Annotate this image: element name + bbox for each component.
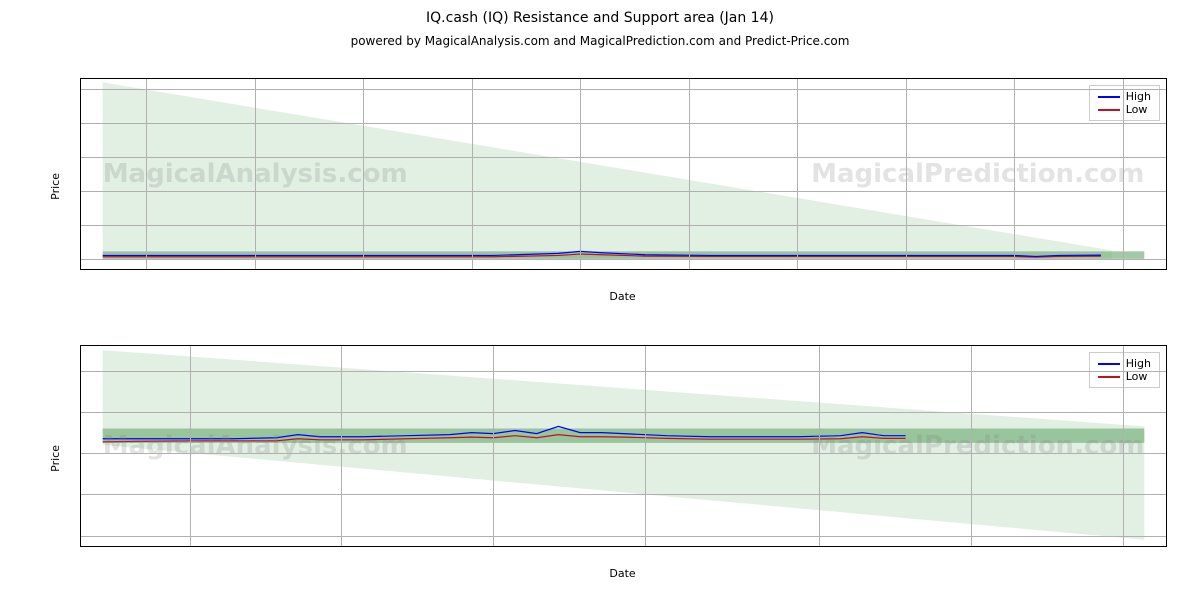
gridline-v [190, 346, 191, 546]
ytick-label: −0.02 [80, 489, 81, 500]
gridline-v [689, 79, 690, 269]
gridline-h [81, 123, 1166, 124]
ytick-label: 0.2 [80, 185, 81, 196]
ytick-label: 0.1 [80, 219, 81, 230]
xtick-label: 2023-07 [125, 269, 167, 270]
gridline-h [81, 225, 1166, 226]
xtick-label: 2024-12-01 [464, 546, 522, 547]
chart-top-xlabel: Date [609, 290, 635, 303]
xtick-label: 2024-03 [559, 269, 601, 270]
gridline-v [1014, 79, 1015, 269]
ytick-label: 0.5 [80, 84, 81, 95]
xtick-label: 2024-01 [451, 269, 493, 270]
xtick-label: 2025-01 [1102, 269, 1144, 270]
gridline-h [81, 89, 1166, 90]
legend-item: Low [1098, 370, 1151, 383]
chart-bottom: MagicalAnalysis.com MagicalPrediction.co… [80, 345, 1167, 547]
gridline-v [472, 79, 473, 269]
gridline-h [81, 157, 1166, 158]
gridline-v [363, 79, 364, 269]
xtick-label: 2024-12-15 [616, 546, 674, 547]
legend-label: Low [1126, 103, 1148, 116]
xtick-label: 2024-05 [668, 269, 710, 270]
legend-item: High [1098, 90, 1151, 103]
gridline-h [81, 191, 1166, 192]
chart-top: MagicalAnalysis.com MagicalPrediction.co… [80, 78, 1167, 270]
gridline-h [81, 259, 1166, 260]
xtick-label: 2024-11-15 [312, 546, 370, 547]
legend-item: High [1098, 357, 1151, 370]
xtick-label: 2024-11-01 [160, 546, 218, 547]
gridline-v [493, 346, 494, 546]
gridline-v [971, 346, 972, 546]
legend-swatch [1098, 376, 1120, 378]
legend-label: High [1126, 90, 1151, 103]
gridline-h [81, 453, 1166, 454]
legend-item: Low [1098, 103, 1151, 116]
gridline-v [1123, 346, 1124, 546]
gridline-h [81, 412, 1166, 413]
xtick-label: 2023-11 [342, 269, 384, 270]
legend-label: High [1126, 357, 1151, 370]
xtick-label: 2025-03 [1145, 269, 1167, 270]
gridline-v [819, 346, 820, 546]
gridline-h [81, 536, 1166, 537]
xtick-label: 2024-07 [776, 269, 818, 270]
legend-swatch [1098, 363, 1120, 365]
gridline-v [580, 79, 581, 269]
gridline-v [341, 346, 342, 546]
legend-swatch [1098, 109, 1120, 111]
gridline-v [906, 79, 907, 269]
chart-bottom-xlabel: Date [609, 567, 635, 580]
xtick-label: 2023-09 [234, 269, 276, 270]
xtick-label: 2024-09 [885, 269, 927, 270]
ytick-label: −0.04 [80, 530, 81, 541]
legend-label: Low [1126, 370, 1148, 383]
xtick-label: 2025-01-15 [942, 546, 1000, 547]
chart-bottom-svg [81, 346, 1166, 546]
ytick-label: 0.00 [80, 448, 81, 459]
gridline-v [1123, 79, 1124, 269]
legend-swatch [1098, 96, 1120, 98]
page-title: IQ.cash (IQ) Resistance and Support area… [0, 0, 1200, 26]
gridline-h [81, 494, 1166, 495]
page-subtitle: powered by MagicalAnalysis.com and Magic… [0, 26, 1200, 48]
ytick-label: 0.3 [80, 152, 81, 163]
ytick-label: 0.4 [80, 118, 81, 129]
chart-top-ylabel: Price [49, 173, 62, 200]
ytick-label: 0.0 [80, 253, 81, 264]
gridline-v [255, 79, 256, 269]
gridline-v [146, 79, 147, 269]
chart-top-svg [81, 79, 1166, 269]
gridline-h [81, 371, 1166, 372]
gridline-v [645, 346, 646, 546]
xtick-label: 2024-11 [993, 269, 1035, 270]
gridline-v [797, 79, 798, 269]
ytick-label: 0.04 [80, 365, 81, 376]
xtick-label: 2025-01-01 [790, 546, 848, 547]
chart-bottom-ylabel: Price [49, 445, 62, 472]
ytick-label: 0.02 [80, 406, 81, 417]
xtick-label: 2025-02-01 [1094, 546, 1152, 547]
chart-top-legend: HighLow [1089, 85, 1160, 121]
resistance-fan [103, 350, 1145, 540]
